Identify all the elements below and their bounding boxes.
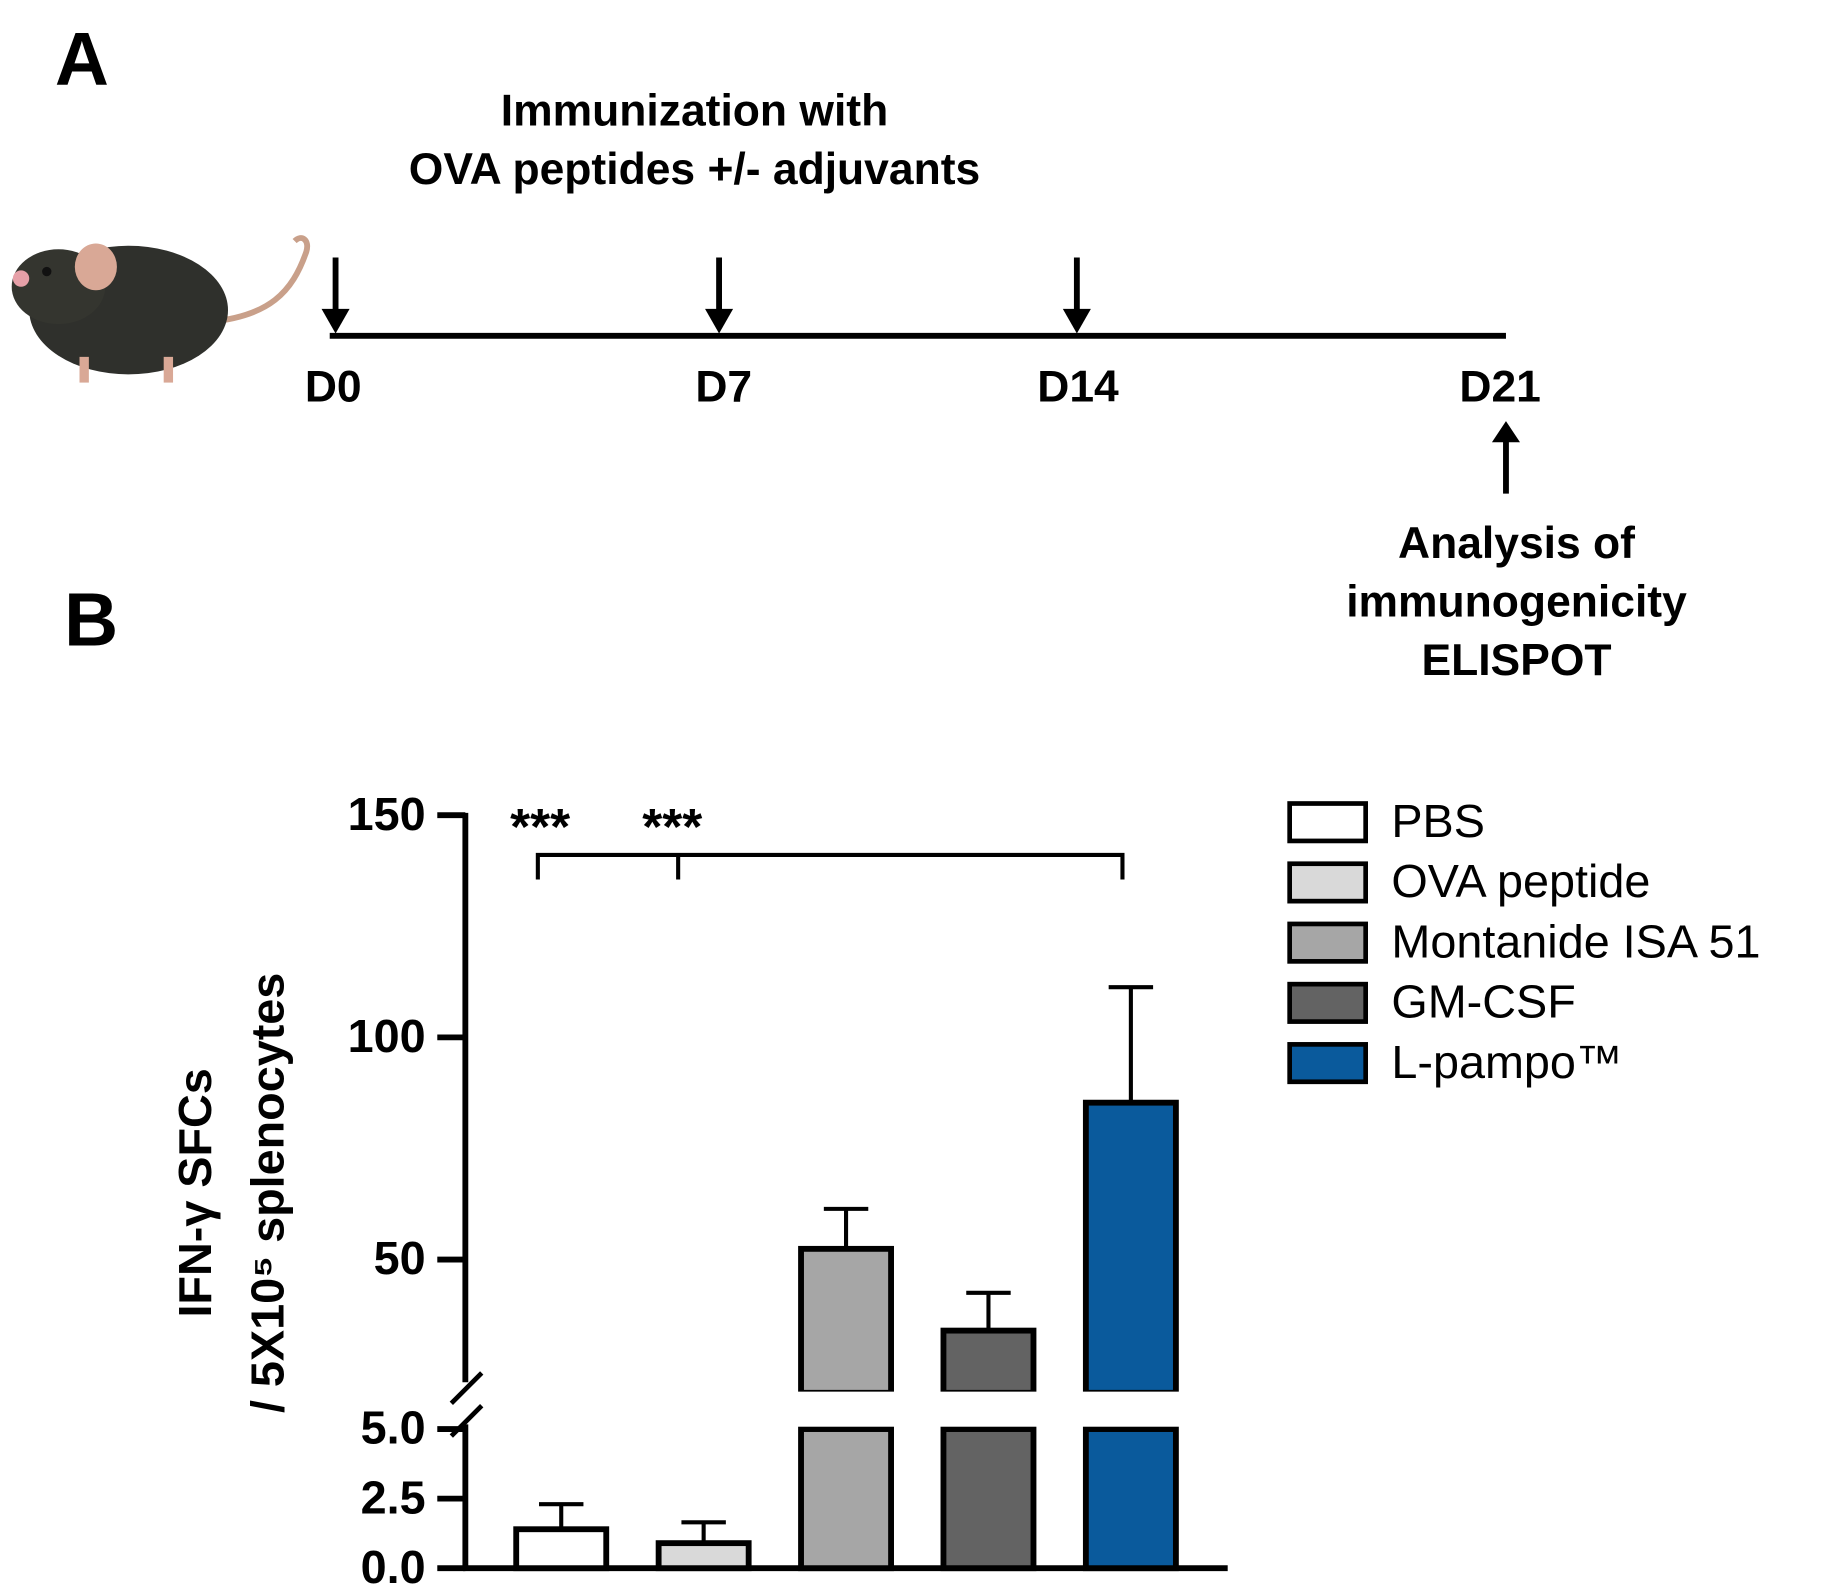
legend-swatch [1287,981,1369,1024]
y-tick-label: 5.0 [361,1402,426,1454]
day-label: D0 [305,362,362,411]
legend-label: OVA peptide [1391,855,1650,907]
axis-break [449,1371,484,1405]
bar [798,1426,894,1572]
bar-break-gap [1081,1391,1181,1427]
legend-swatch [1287,861,1369,904]
legend-swatch [1287,921,1369,964]
y-tick-label: 2.5 [361,1471,426,1523]
y-axis-label: IFN-γ SFCs [169,1068,221,1317]
legend-label: L-pampo™ [1391,1036,1622,1088]
panel-label: A [55,16,109,100]
y-tick-label: 50 [374,1232,426,1284]
bar [513,1526,610,1572]
y-axis-label: / 5X10⁵ splenocytes [242,973,294,1413]
y-tick-label: 0.0 [361,1541,426,1593]
day-label: D7 [695,362,752,411]
y-tick-label: 150 [348,788,426,840]
significance-label: *** [510,797,570,855]
analysis-label: immunogenicity [1346,577,1687,626]
legend-swatch [1287,1042,1369,1085]
bar [940,1426,1037,1572]
significance-label: *** [642,797,702,855]
bar [798,1245,894,1396]
arrow-head [1062,308,1091,334]
panel-label: B [64,578,118,662]
analysis-label: Analysis of [1398,519,1635,568]
mouse-illustration [11,235,311,383]
bar [1082,1099,1179,1396]
y-tick-label: 100 [348,1010,426,1062]
day-label: D21 [1459,362,1541,411]
arrow-head [321,308,350,334]
bar [940,1327,1037,1396]
legend-label: PBS [1391,795,1485,847]
timeline-title: OVA peptides +/- adjuvants [409,145,980,194]
legend-label: GM-CSF [1391,976,1575,1028]
bar [1082,1426,1179,1572]
arrow-head [705,308,734,334]
day-label: D14 [1037,362,1119,411]
bar-break-gap [938,1391,1039,1427]
legend-label: Montanide ISA 51 [1391,915,1760,967]
arrow-head [1491,421,1520,443]
legend-swatch [1287,801,1369,844]
significance-bracket [535,852,1125,880]
bar-break-gap [796,1391,896,1427]
analysis-label: ELISPOT [1421,636,1611,685]
bar [655,1540,752,1572]
timeline-title: Immunization with [501,86,888,135]
